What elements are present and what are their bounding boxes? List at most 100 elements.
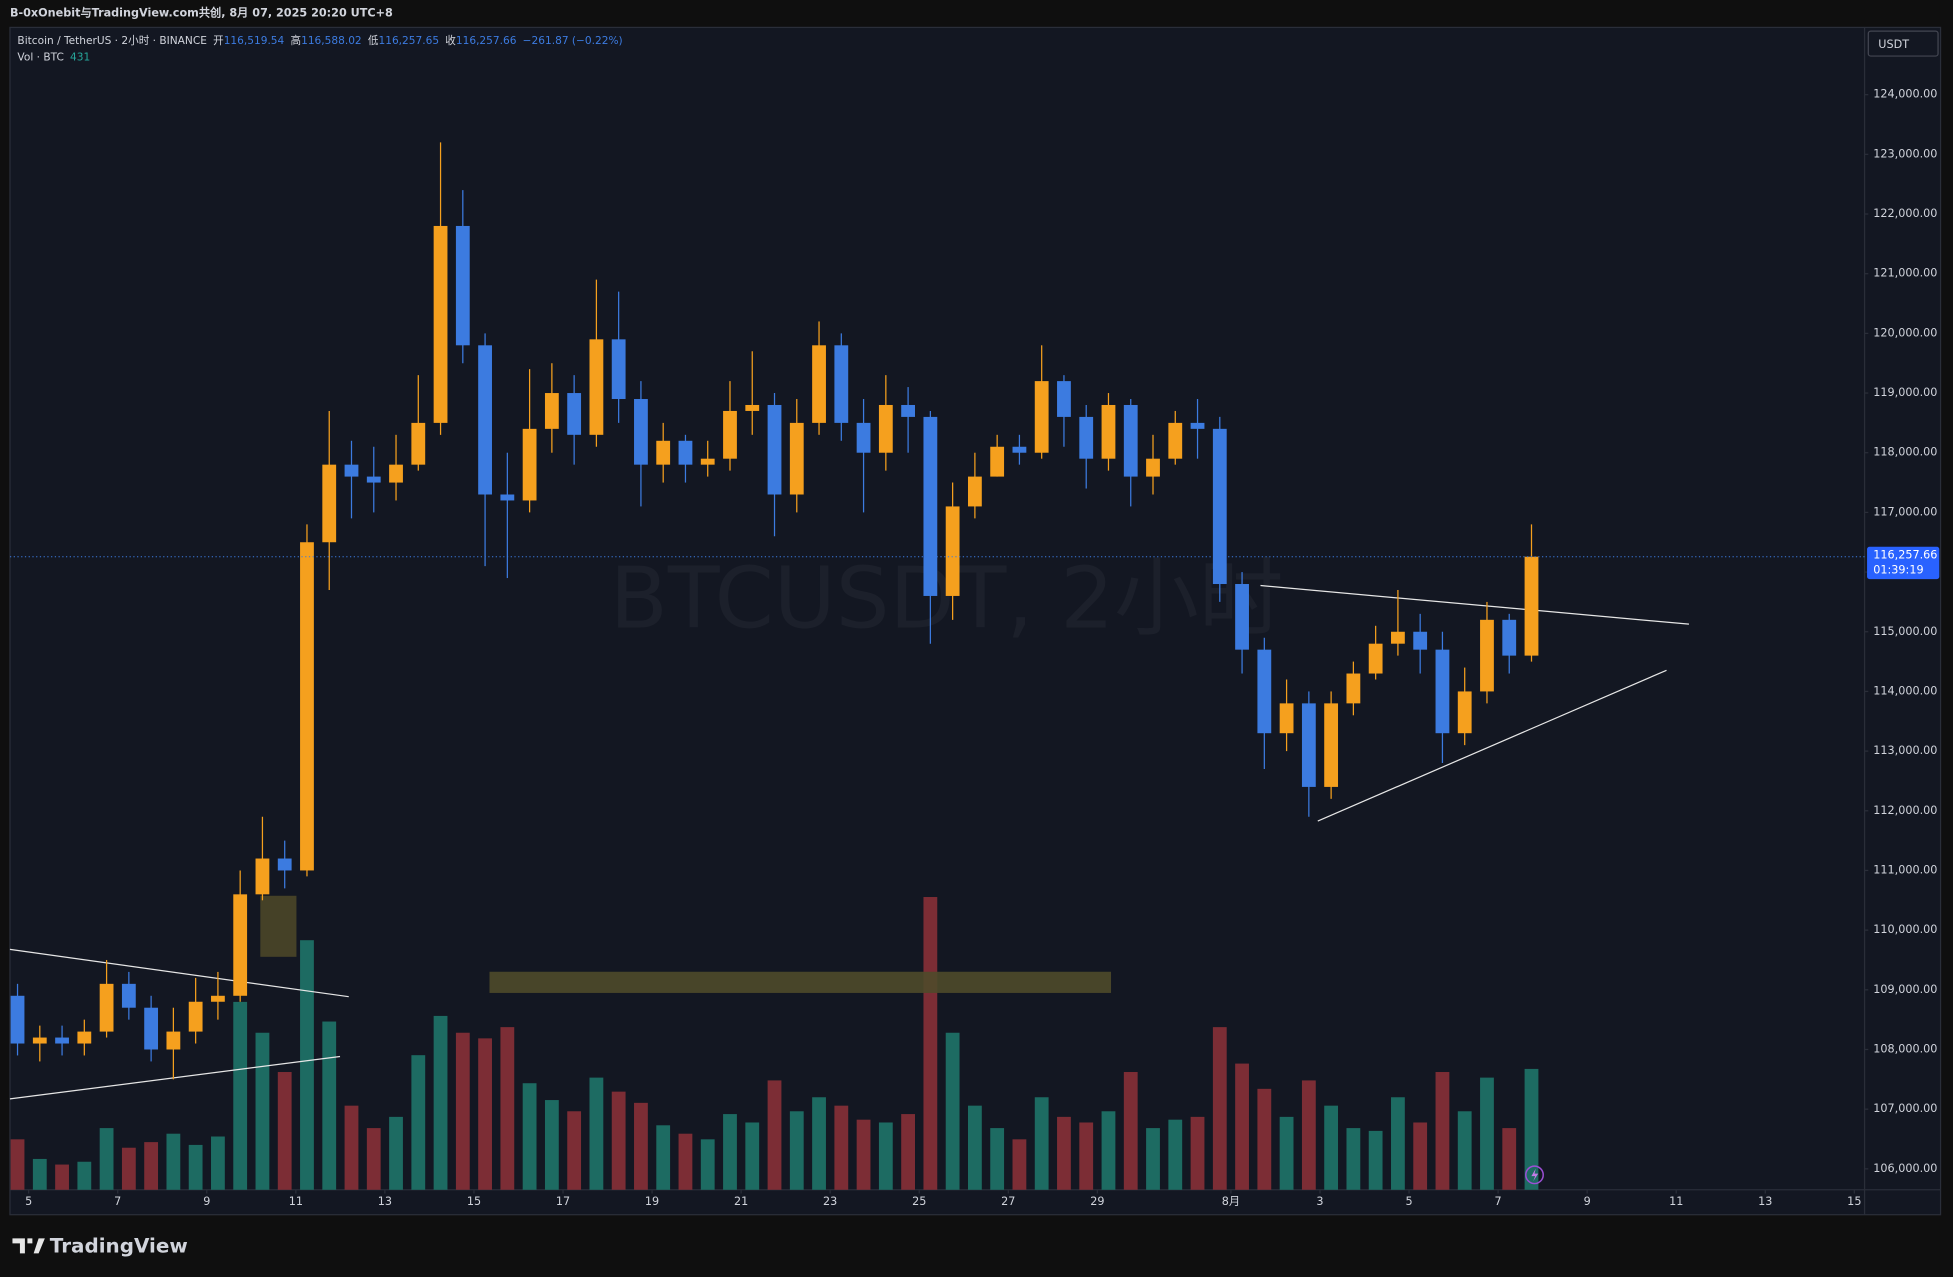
- x-tick-label: 17: [556, 1195, 570, 1208]
- volume-bar: [411, 1055, 426, 1190]
- candle-body: [1146, 458, 1160, 477]
- candle-body: [121, 983, 136, 1008]
- volume-bar: [834, 1105, 849, 1190]
- volume-bar: [567, 1111, 582, 1190]
- chart-pane: [9, 26, 1942, 1216]
- countdown: 01:39:19: [1873, 563, 1923, 576]
- volume-bar: [1435, 1072, 1450, 1190]
- candle-body: [967, 476, 982, 507]
- trend-line: [9, 1055, 341, 1100]
- volume-bar: [1391, 1097, 1405, 1190]
- y-tick-label: 108,000.00: [1873, 1042, 1937, 1055]
- candle-body: [1235, 584, 1249, 650]
- y-tick-label: 120,000.00: [1873, 326, 1937, 339]
- volume-bar: [1524, 1068, 1539, 1190]
- x-tick-label: 19: [645, 1195, 659, 1208]
- candle-body: [589, 339, 604, 435]
- readout-value: 116,257.65: [378, 35, 439, 47]
- candle-body: [1123, 404, 1138, 477]
- volume-bar: [211, 1136, 225, 1190]
- candle-body: [812, 345, 826, 423]
- candle-body: [1301, 703, 1316, 787]
- symbol: Bitcoin / TetherUS · 2小时 · BINANCE: [17, 34, 206, 47]
- last-price-label: 116,257.66: [1873, 548, 1937, 561]
- volume-bar: [967, 1105, 982, 1190]
- candle-body: [32, 1037, 47, 1044]
- y-tick-label: 124,000.00: [1873, 88, 1937, 101]
- alert-icon[interactable]: [1525, 1165, 1544, 1185]
- volume-label: Vol · BTC: [17, 51, 63, 63]
- y-tick-label: 118,000.00: [1873, 446, 1937, 459]
- x-tick-label: 11: [289, 1195, 303, 1208]
- candle-body: [144, 1007, 159, 1050]
- volume-bar: [144, 1142, 159, 1190]
- candle-body: [211, 995, 225, 1002]
- x-tick-label: 5: [1405, 1195, 1412, 1208]
- volume-bar: [990, 1128, 1005, 1190]
- candle-body: [1012, 446, 1027, 453]
- readout-label: 低: [368, 34, 379, 47]
- candle-body: [789, 422, 804, 495]
- candle-body: [1190, 422, 1205, 429]
- volume-bar: [1480, 1077, 1494, 1190]
- x-tick-label: 21: [734, 1195, 748, 1208]
- candle-body: [745, 404, 760, 411]
- volume-bar: [1034, 1097, 1049, 1190]
- candle-body: [1502, 619, 1517, 656]
- candle-body: [856, 422, 871, 453]
- candle-body: [901, 404, 916, 417]
- candle-body: [55, 1037, 69, 1044]
- candle-body: [99, 983, 114, 1032]
- candle-body: [166, 1031, 181, 1050]
- volume-bar: [1301, 1080, 1316, 1190]
- x-tick-label: 29: [1090, 1195, 1104, 1208]
- y-tick-label: 110,000.00: [1873, 923, 1937, 936]
- candle-body: [1279, 703, 1294, 734]
- x-tick-label: 9: [203, 1195, 210, 1208]
- volume-bar: [10, 1139, 25, 1190]
- volume-bar: [945, 1032, 960, 1190]
- readout-value: 116,519.54: [224, 35, 285, 47]
- volume-bar: [344, 1105, 359, 1190]
- volume-bar: [300, 940, 314, 1190]
- volume-bar: [55, 1164, 69, 1190]
- y-tick-label: 119,000.00: [1873, 386, 1937, 399]
- currency: USDT: [1878, 38, 1909, 51]
- volume-bar: [1413, 1122, 1428, 1190]
- y-tick-label: 115,000.00: [1873, 625, 1937, 638]
- volume-bar: [634, 1102, 648, 1190]
- candle-body: [233, 894, 248, 996]
- readout-value: 116,257.66: [456, 35, 517, 47]
- legend: Bitcoin / TetherUS · 2小时 · BINANCE 开116,5…: [17, 34, 622, 63]
- candle-body: [1168, 422, 1183, 459]
- legend-line: Vol · BTC 431: [17, 51, 90, 63]
- volume-bar: [723, 1114, 737, 1190]
- currency-box[interactable]: [1867, 30, 1939, 57]
- volume-bar: [1101, 1111, 1116, 1190]
- candle-body: [1257, 649, 1272, 734]
- candle-body: [455, 225, 470, 346]
- x-tick-label: 13: [1758, 1195, 1772, 1208]
- candle-body: [1034, 381, 1049, 453]
- candle-body: [1079, 416, 1094, 459]
- candle-body: [478, 345, 492, 495]
- volume-bar: [1235, 1063, 1249, 1190]
- zone-box: [260, 895, 297, 957]
- y-tick-label: 114,000.00: [1873, 684, 1937, 697]
- volume-bar: [121, 1147, 136, 1190]
- y-tick-label: 106,000.00: [1873, 1162, 1937, 1175]
- readout-value: 116,588.02: [301, 35, 362, 47]
- volume-bar: [1146, 1128, 1160, 1190]
- volume-bar: [1057, 1116, 1071, 1190]
- volume-bar: [99, 1128, 114, 1190]
- y-tick-label: 111,000.00: [1873, 863, 1937, 876]
- volume-bar: [878, 1122, 893, 1190]
- x-tick-label: 23: [823, 1195, 837, 1208]
- candle-body: [500, 494, 515, 501]
- y-tick-label: 123,000.00: [1873, 147, 1937, 160]
- x-tick-label: 15: [467, 1195, 481, 1208]
- volume-bar: [1346, 1128, 1361, 1190]
- y-tick-label: 113,000.00: [1873, 744, 1937, 757]
- volume-bar: [32, 1158, 47, 1190]
- volume-bar: [812, 1097, 826, 1190]
